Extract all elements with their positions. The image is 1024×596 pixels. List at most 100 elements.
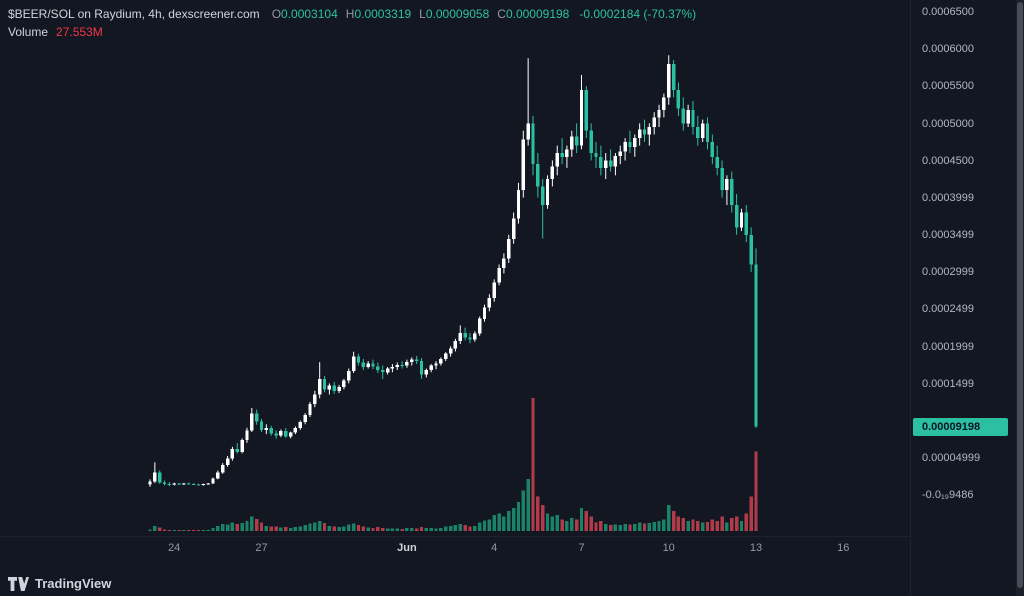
volume-bar[interactable]	[730, 518, 734, 532]
candle[interactable]	[521, 130, 525, 198]
volume-bar[interactable]	[628, 524, 632, 531]
candle[interactable]	[526, 58, 530, 146]
volume-bar[interactable]	[201, 530, 206, 531]
volume-bar[interactable]	[570, 518, 574, 532]
candle[interactable]	[608, 149, 613, 172]
candle[interactable]	[589, 123, 593, 161]
volume-bar[interactable]	[390, 528, 395, 531]
volume-bar[interactable]	[700, 522, 705, 531]
candle[interactable]	[531, 115, 535, 176]
candle[interactable]	[405, 359, 409, 368]
candle[interactable]	[356, 353, 361, 366]
volume-bar[interactable]	[584, 510, 589, 531]
candle[interactable]	[308, 401, 312, 418]
scrollbar[interactable]	[1016, 0, 1024, 596]
volume-bar[interactable]	[216, 525, 220, 531]
candle[interactable]	[497, 264, 501, 286]
volume-bar[interactable]	[385, 528, 390, 531]
candle[interactable]	[555, 145, 559, 176]
volume-bar[interactable]	[381, 527, 385, 531]
volume-bar[interactable]	[284, 526, 288, 531]
candle[interactable]	[628, 130, 632, 154]
volume-bar[interactable]	[482, 520, 487, 531]
candle[interactable]	[691, 101, 695, 135]
volume-bar[interactable]	[361, 526, 366, 531]
volume-bar[interactable]	[458, 524, 462, 531]
candle[interactable]	[385, 367, 390, 375]
candle[interactable]	[424, 368, 429, 378]
volume-bar[interactable]	[448, 526, 453, 531]
candle[interactable]	[599, 145, 603, 176]
volume-bar[interactable]	[715, 520, 719, 531]
candle[interactable]	[594, 141, 598, 168]
volume-bar[interactable]	[507, 510, 511, 531]
volume-bar[interactable]	[356, 525, 361, 531]
volume-bar[interactable]	[618, 525, 622, 531]
volume-bar[interactable]	[366, 527, 370, 531]
volume-bar[interactable]	[657, 520, 661, 531]
candle[interactable]	[734, 193, 739, 235]
candle[interactable]	[390, 364, 395, 373]
volume-bar[interactable]	[308, 523, 312, 531]
candle[interactable]	[158, 470, 162, 484]
candle[interactable]	[366, 361, 370, 369]
candle[interactable]	[715, 145, 719, 176]
candle[interactable]	[211, 477, 215, 484]
candle[interactable]	[313, 390, 317, 408]
volume-bar[interactable]	[696, 520, 700, 531]
volume-bar[interactable]	[414, 528, 419, 531]
volume-bar[interactable]	[754, 451, 758, 531]
volume-bar[interactable]	[705, 521, 710, 531]
candle[interactable]	[225, 455, 230, 467]
volume-bar[interactable]	[579, 507, 584, 531]
candle[interactable]	[448, 346, 453, 357]
candle[interactable]	[298, 420, 302, 430]
volume-bar[interactable]	[162, 529, 167, 531]
candle[interactable]	[419, 358, 424, 379]
volume-bar[interactable]	[589, 516, 593, 531]
volume-bar[interactable]	[516, 502, 521, 531]
volume-bar[interactable]	[623, 523, 627, 531]
candle[interactable]	[288, 431, 293, 439]
candle[interactable]	[662, 93, 666, 118]
volume-bar[interactable]	[303, 525, 307, 531]
volume-bar[interactable]	[647, 522, 652, 531]
volume-bar[interactable]	[608, 525, 613, 531]
volume-bar[interactable]	[497, 513, 501, 531]
volume-bar[interactable]	[676, 516, 681, 531]
volume-bar[interactable]	[652, 521, 656, 531]
candle[interactable]	[172, 482, 176, 486]
volume-bar[interactable]	[424, 528, 429, 531]
volume-bar[interactable]	[172, 530, 176, 531]
candle[interactable]	[259, 418, 264, 432]
volume-bar[interactable]	[691, 519, 695, 531]
volume-bar[interactable]	[211, 528, 215, 531]
candle[interactable]	[700, 119, 705, 142]
scrollbar-thumb[interactable]	[1017, 2, 1023, 588]
candle[interactable]	[676, 82, 681, 116]
candle[interactable]	[507, 234, 511, 264]
candle[interactable]	[182, 482, 186, 485]
volume-bar[interactable]	[686, 520, 690, 531]
candle[interactable]	[303, 413, 307, 425]
candle[interactable]	[293, 426, 298, 435]
volume-bar[interactable]	[749, 496, 753, 531]
volume-bar[interactable]	[264, 525, 269, 531]
symbol-title[interactable]: $BEER/SOL on Raydium, 4h, dexscreener.co…	[8, 7, 260, 21]
candle[interactable]	[725, 175, 729, 206]
volume-bar[interactable]	[642, 523, 647, 531]
candle[interactable]	[371, 359, 375, 370]
volume-bar[interactable]	[531, 398, 535, 531]
volume-bar[interactable]	[487, 519, 492, 531]
candle[interactable]	[245, 427, 249, 443]
volume-bar[interactable]	[477, 522, 482, 531]
candle[interactable]	[216, 470, 220, 480]
candle[interactable]	[536, 153, 540, 198]
volume-bar[interactable]	[279, 527, 283, 531]
candle[interactable]	[453, 338, 458, 352]
volume-bar[interactable]	[376, 526, 380, 531]
candle[interactable]	[477, 316, 482, 336]
volume-bar[interactable]	[167, 530, 172, 531]
volume-bar[interactable]	[298, 526, 302, 531]
candle[interactable]	[221, 463, 225, 474]
